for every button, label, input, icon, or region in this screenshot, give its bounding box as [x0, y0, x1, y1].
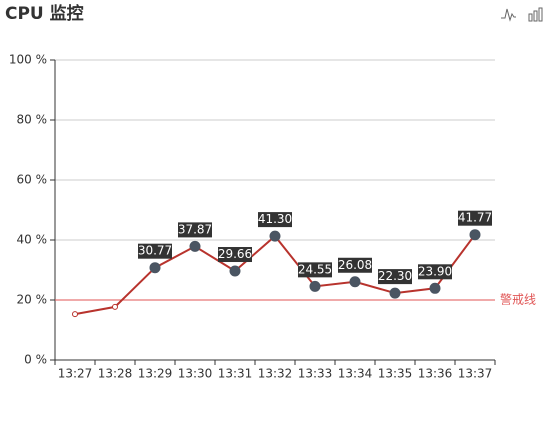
point — [72, 311, 78, 318]
data-label-bg — [218, 247, 252, 263]
point — [149, 262, 161, 274]
x-tick-label: 13:30 — [178, 367, 213, 381]
x-tick-label: 13:29 — [138, 367, 173, 381]
point — [349, 276, 361, 288]
data-label-bg — [138, 243, 172, 259]
y-tick-label: 80 % — [17, 113, 48, 127]
data-label-bg — [178, 222, 212, 238]
y-tick-label: 0 % — [24, 353, 47, 367]
mark-line-label: 警戒线 — [500, 292, 536, 307]
data-label: 41.30 — [258, 212, 292, 226]
x-tick-label: 13:36 — [418, 367, 453, 381]
toolbox-line-icon[interactable] — [501, 8, 516, 22]
data-label-bg — [338, 257, 372, 273]
line — [74, 234, 476, 316]
data-label-group: 41.30 — [258, 212, 292, 228]
data-label: 30.77 — [138, 244, 172, 258]
data-label-group: 22.30 — [378, 269, 412, 285]
y-tick-label: 100 % — [9, 53, 47, 67]
data-label: 26.08 — [338, 258, 372, 272]
data-label: 24.55 — [298, 262, 332, 276]
x-tick-label: 13:32 — [258, 367, 293, 381]
point — [229, 265, 241, 277]
data-label-bg — [258, 212, 292, 228]
data-label: 23.90 — [418, 264, 452, 278]
point — [429, 282, 441, 294]
x-tick-label: 13:34 — [338, 367, 373, 381]
data-label-bg — [458, 210, 492, 226]
data-label-group: 37.87 — [178, 222, 212, 238]
data-label-bg — [378, 269, 412, 285]
data-label: 41.77 — [458, 211, 492, 225]
data-label-group: 23.90 — [418, 264, 452, 280]
toolbox-bar-icon[interactable] — [528, 7, 543, 22]
point — [189, 240, 201, 252]
point — [469, 229, 481, 241]
data-label: 22.30 — [378, 269, 412, 283]
data-label-group: 29.66 — [218, 247, 252, 263]
data-label-bg — [298, 262, 332, 278]
y-tick-label: 60 % — [17, 173, 48, 187]
x-tick-label: 13:31 — [218, 367, 253, 381]
point — [112, 303, 118, 310]
data-label-group: 41.77 — [458, 210, 492, 226]
data-label: 29.66 — [218, 247, 252, 261]
x-tick-label: 13:27 — [58, 367, 93, 381]
point — [389, 287, 401, 299]
data-label-group: 24.55 — [298, 262, 332, 278]
chart-title: CPU 监控 — [5, 3, 84, 24]
x-tick-label: 13:33 — [298, 367, 333, 381]
data-label-group: 30.77 — [138, 243, 172, 259]
data-label-bg — [418, 264, 452, 280]
y-tick-label: 40 % — [17, 233, 48, 247]
point — [269, 230, 281, 242]
point — [309, 280, 321, 292]
data-label: 37.87 — [178, 222, 212, 236]
x-tick-label: 13:28 — [98, 367, 133, 381]
x-tick-label: 13:37 — [458, 367, 493, 381]
y-tick-label: 20 % — [17, 293, 48, 307]
x-tick-label: 13:35 — [378, 367, 413, 381]
data-label-group: 26.08 — [338, 257, 372, 273]
